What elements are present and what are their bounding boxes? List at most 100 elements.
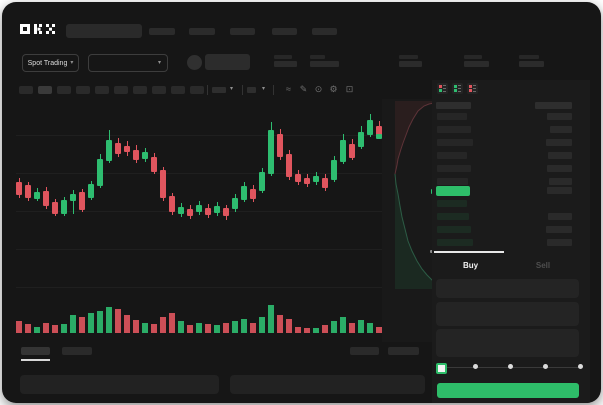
timeframe-button-6[interactable] bbox=[114, 86, 128, 94]
slider-dot[interactable] bbox=[543, 364, 548, 369]
ask-row-amount[interactable] bbox=[547, 165, 572, 172]
candle-body bbox=[322, 178, 328, 188]
bottom-panel-1[interactable] bbox=[20, 375, 219, 394]
candle-body bbox=[349, 144, 355, 158]
orderbook-header-right bbox=[535, 102, 572, 109]
ask-row-amount[interactable] bbox=[548, 152, 572, 159]
candle-body bbox=[160, 170, 166, 198]
price-tag bbox=[376, 134, 382, 139]
nav-item-4[interactable] bbox=[272, 28, 297, 35]
tab-sell[interactable]: Sell bbox=[507, 257, 579, 273]
timeframe-button-9[interactable] bbox=[171, 86, 185, 94]
volume-bar bbox=[151, 324, 157, 333]
ask-row-amount[interactable] bbox=[547, 113, 572, 120]
nav-item-1[interactable] bbox=[149, 28, 175, 35]
candle-body bbox=[277, 134, 283, 157]
toggle-line bbox=[473, 91, 476, 92]
volume-bar bbox=[349, 323, 355, 333]
ask-row-amount[interactable] bbox=[546, 139, 572, 146]
mid-price-block[interactable] bbox=[436, 186, 470, 196]
candle-body bbox=[187, 209, 193, 216]
settings-icon[interactable]: ⚙ bbox=[329, 84, 338, 94]
orderbook-combined-icon[interactable] bbox=[437, 83, 448, 94]
volume-bar bbox=[376, 327, 382, 333]
market-type-dropdown[interactable]: Spot Trading ▾ bbox=[22, 54, 79, 72]
candle-body bbox=[259, 172, 265, 191]
ticker-stat-value bbox=[519, 61, 544, 67]
ask-row-price[interactable] bbox=[437, 113, 467, 120]
amount-slider-handle[interactable] bbox=[436, 363, 447, 374]
toggle-top-square bbox=[454, 85, 457, 88]
timeframe-button-7[interactable] bbox=[133, 86, 147, 94]
toolbar-divider bbox=[242, 85, 243, 95]
timeframe-button-4[interactable] bbox=[76, 86, 90, 94]
bid-row-price[interactable] bbox=[437, 200, 467, 207]
candle-body bbox=[223, 208, 229, 216]
total-input[interactable] bbox=[436, 329, 579, 357]
nav-item-5[interactable] bbox=[312, 28, 337, 35]
ask-row-price[interactable] bbox=[437, 126, 471, 133]
bottom-tab-1[interactable] bbox=[21, 347, 50, 355]
chart-gridline bbox=[16, 287, 432, 288]
candle-body bbox=[52, 202, 58, 214]
bid-row-amount[interactable] bbox=[547, 239, 572, 246]
coin-icon bbox=[187, 55, 202, 70]
timeframe-button-10[interactable] bbox=[190, 86, 204, 94]
tab-buy[interactable]: Buy bbox=[434, 257, 507, 273]
ticker-stat-label bbox=[399, 55, 418, 59]
candle-body bbox=[340, 140, 346, 162]
slider-dot[interactable] bbox=[578, 364, 583, 369]
fullscreen-icon[interactable]: ⊡ bbox=[345, 84, 354, 94]
amount-input[interactable] bbox=[436, 302, 579, 326]
slider-dot[interactable] bbox=[508, 364, 513, 369]
bid-row-price[interactable] bbox=[437, 239, 473, 246]
volume-bar bbox=[259, 317, 265, 333]
bid-row-amount[interactable] bbox=[548, 213, 572, 220]
toolbar-dropdown-1[interactable] bbox=[212, 87, 226, 93]
orderbook-asks-icon[interactable] bbox=[467, 83, 478, 94]
timeframe-button-8[interactable] bbox=[152, 86, 166, 94]
timeframe-button-5[interactable] bbox=[95, 86, 109, 94]
candle-body bbox=[97, 159, 103, 186]
slider-dot[interactable] bbox=[473, 364, 478, 369]
candle-body bbox=[142, 152, 148, 159]
ask-row-price[interactable] bbox=[437, 139, 473, 146]
candle-body bbox=[232, 198, 238, 209]
volume-bar bbox=[52, 325, 58, 333]
bottom-tab-2[interactable] bbox=[62, 347, 92, 355]
market-type-label: Spot Trading bbox=[27, 59, 68, 67]
bottom-action-2[interactable] bbox=[388, 347, 419, 355]
ticker-stat-label bbox=[519, 55, 539, 59]
ask-row-price[interactable] bbox=[437, 152, 467, 159]
active-bottom-tab-underline bbox=[21, 359, 50, 361]
timeframe-button-3[interactable] bbox=[57, 86, 71, 94]
bid-row-price[interactable] bbox=[437, 213, 469, 220]
last-price-placeholder bbox=[205, 54, 250, 70]
nav-item-3[interactable] bbox=[230, 28, 255, 35]
timeframe-button-2[interactable] bbox=[38, 86, 52, 94]
volume-bar bbox=[97, 311, 103, 333]
indicators-icon[interactable]: ≈ bbox=[286, 84, 291, 94]
ask-row-price[interactable] bbox=[437, 165, 471, 172]
bid-row-price[interactable] bbox=[437, 226, 471, 233]
toolbar-dropdown-2[interactable] bbox=[247, 87, 256, 93]
ask-row-amount[interactable] bbox=[550, 126, 572, 133]
draw-icon[interactable]: ✎ bbox=[299, 84, 308, 94]
bottom-action-1[interactable] bbox=[350, 347, 379, 355]
timeframe-button-1[interactable] bbox=[19, 86, 33, 94]
ticker-stat-label bbox=[310, 55, 325, 59]
buy-button[interactable] bbox=[437, 383, 579, 398]
bid-row-amount[interactable] bbox=[546, 226, 572, 233]
pair-selector-dropdown[interactable]: ▾ bbox=[88, 54, 168, 72]
search-input[interactable] bbox=[66, 24, 142, 38]
candle-body bbox=[115, 143, 121, 154]
candle-body bbox=[124, 146, 130, 152]
ask-row-amount[interactable] bbox=[549, 178, 572, 185]
orderbook-bids-icon[interactable] bbox=[452, 83, 463, 94]
bottom-panel-2[interactable] bbox=[230, 375, 425, 394]
nav-item-2[interactable] bbox=[189, 28, 215, 35]
ask-row-price[interactable] bbox=[437, 178, 468, 185]
volume-bar bbox=[304, 328, 310, 333]
camera-icon[interactable]: ⊙ bbox=[314, 84, 323, 94]
price-input[interactable] bbox=[436, 279, 579, 298]
